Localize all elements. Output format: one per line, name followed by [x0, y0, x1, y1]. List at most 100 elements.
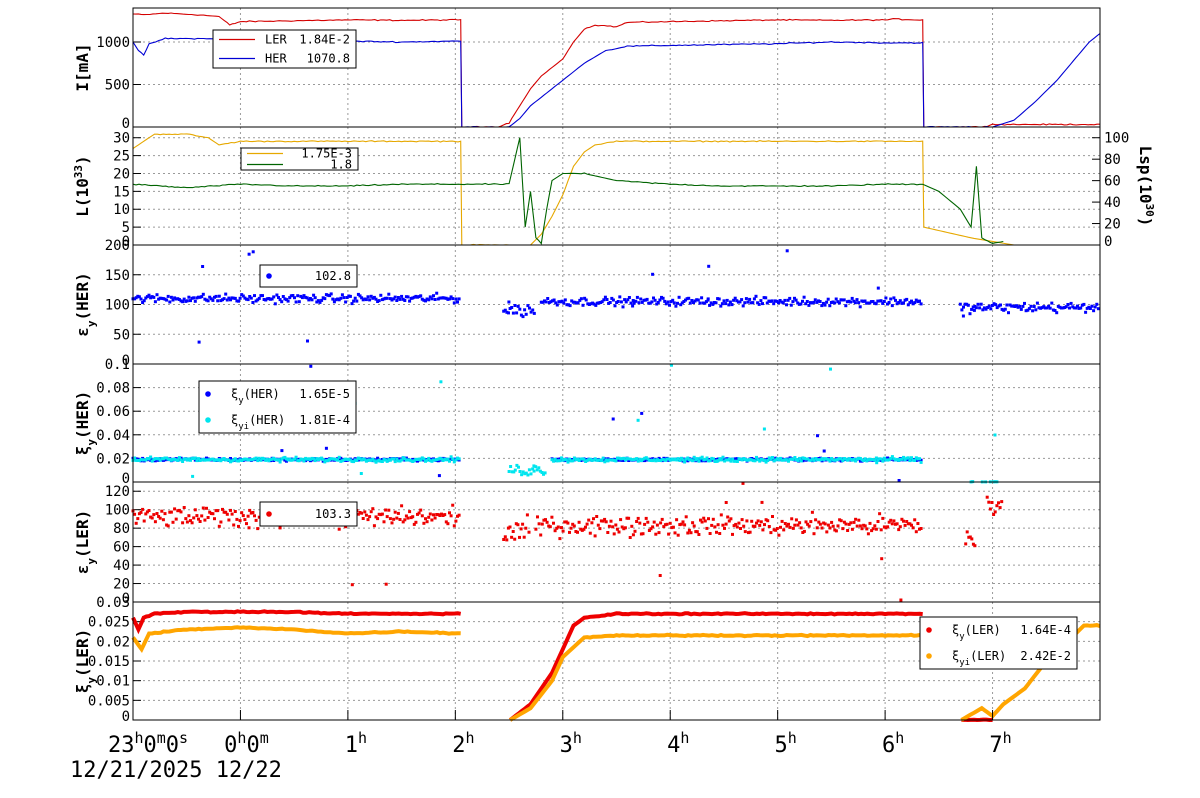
data-point: [878, 457, 882, 461]
data-point: [758, 457, 762, 461]
legend-value: 1070.8: [307, 52, 350, 66]
data-point: [870, 458, 874, 461]
data-point: [344, 525, 348, 529]
data-point: [181, 521, 185, 525]
data-point: [683, 523, 687, 527]
data-point: [774, 528, 778, 532]
data-point: [879, 528, 883, 532]
data-point: [440, 296, 443, 300]
data-point: [256, 298, 260, 302]
data-point: [528, 306, 531, 310]
y-tick-label: 100: [105, 298, 130, 314]
data-point: [227, 458, 231, 462]
data-point: [669, 300, 673, 304]
data-point: [797, 302, 801, 306]
data-point: [617, 530, 621, 534]
data-point: [850, 458, 854, 462]
data-point: [572, 456, 576, 460]
data-point: [692, 455, 696, 459]
data-point: [858, 457, 862, 460]
data-point: [339, 456, 343, 460]
data-point: [817, 458, 821, 462]
data-point: [737, 457, 741, 461]
legend-name: LER: [265, 33, 287, 47]
data-point: [443, 513, 447, 517]
data-point: [802, 295, 806, 299]
data-point: [237, 524, 240, 528]
data-point: [619, 457, 623, 461]
data-point: [556, 525, 560, 529]
data-point: [374, 458, 378, 462]
data-point: [555, 303, 559, 307]
data-point: [195, 457, 199, 461]
data-point: [366, 518, 370, 522]
data-point: [313, 457, 317, 461]
data-point: [748, 457, 752, 461]
data-point: [221, 507, 224, 511]
data-point-outlier: [741, 481, 745, 485]
y-tick-label: 200: [105, 238, 130, 254]
data-point: [971, 305, 975, 309]
data-point: [724, 302, 728, 306]
legend-marker: [205, 391, 211, 397]
data-point: [839, 298, 843, 302]
data-point: [430, 297, 434, 301]
data-point: [411, 515, 415, 519]
data-point: [313, 296, 317, 300]
data-point: [576, 301, 580, 305]
data-point: [1045, 306, 1049, 310]
data-point: [718, 532, 722, 535]
legend-value: 1.84E-2: [299, 33, 350, 47]
y-tick-label: 0.06: [96, 404, 130, 420]
series-points-LER: [131, 481, 1004, 602]
data-point: [404, 456, 408, 460]
data-point: [787, 457, 790, 461]
data-point: [448, 297, 451, 301]
data-point: [428, 295, 432, 299]
data-point: [507, 470, 511, 473]
data-point: [882, 300, 886, 303]
data-point: [568, 457, 572, 461]
data-point: [584, 298, 588, 302]
data-point: [1063, 306, 1067, 309]
data-point: [396, 511, 400, 515]
data-point-outlier: [350, 583, 354, 587]
data-point-outlier: [437, 474, 441, 478]
data-point: [1096, 307, 1100, 311]
data-point: [579, 297, 583, 301]
data-point: [615, 301, 619, 304]
data-point: [665, 522, 669, 526]
data-point: [865, 527, 869, 531]
data-point: [503, 308, 507, 312]
data-point: [1037, 306, 1041, 310]
data-point: [136, 294, 140, 298]
data-point: [230, 296, 234, 300]
legend-marker: [266, 273, 272, 279]
data-point: [874, 456, 878, 460]
data-point: [328, 458, 332, 461]
data-point: [817, 520, 821, 524]
data-point: [283, 458, 287, 462]
data-point: [510, 306, 514, 309]
data-point-outlier: [822, 449, 826, 453]
data-point: [649, 459, 653, 462]
data-point: [555, 457, 559, 461]
data-point: [657, 456, 661, 460]
data-point: [683, 460, 687, 464]
data-point: [686, 459, 690, 463]
data-point: [550, 515, 554, 519]
data-point: [750, 458, 754, 462]
data-point: [169, 295, 173, 299]
data-point: [905, 456, 909, 460]
data-point: [552, 459, 556, 463]
data-point: [650, 300, 654, 304]
data-point: [806, 457, 810, 461]
data-point: [424, 517, 427, 521]
data-point: [783, 298, 787, 302]
data-point: [134, 458, 138, 462]
date-label: 12/21/2025 12/22: [70, 758, 282, 783]
data-point: [675, 518, 679, 522]
data-point: [697, 533, 701, 536]
data-point: [793, 523, 797, 527]
